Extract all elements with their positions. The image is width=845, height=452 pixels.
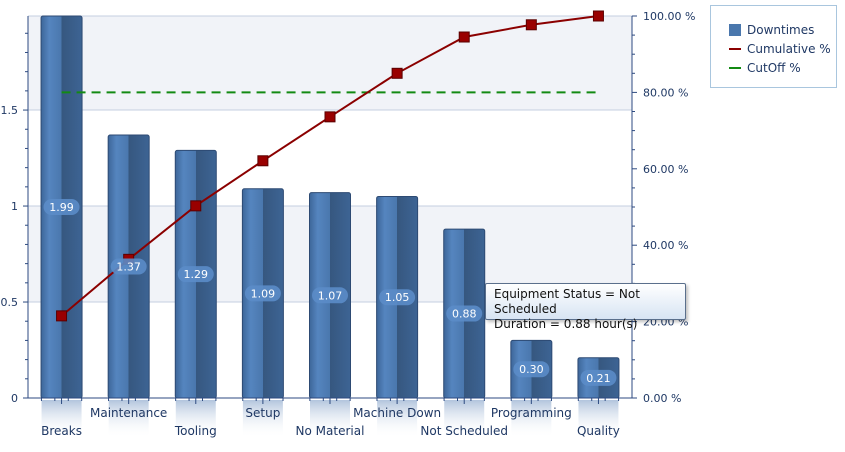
bar-reflection xyxy=(242,400,283,438)
x-tick-label: No Material xyxy=(296,424,365,438)
data-label: 1.07 xyxy=(318,289,343,302)
data-label: 1.29 xyxy=(184,268,209,281)
data-label-bg xyxy=(244,285,281,302)
data-label-bg xyxy=(312,287,348,304)
bar-reflection xyxy=(108,400,149,438)
grid-band xyxy=(28,16,632,111)
x-tick-label: Maintenance xyxy=(90,406,167,420)
legend: Downtimes Cumulative % CutOff % xyxy=(710,5,837,88)
data-label: 1.37 xyxy=(116,261,141,274)
y2-tick-label: 80.00 % xyxy=(643,86,688,99)
y2-tick-label: 100.00 % xyxy=(643,10,695,23)
data-label-bg xyxy=(446,305,483,322)
legend-label: Downtimes xyxy=(747,22,815,37)
data-label: 1.05 xyxy=(385,291,410,304)
x-tick-label: Setup xyxy=(245,406,280,420)
legend-label: Cumulative % xyxy=(747,41,831,56)
bar-reflection xyxy=(377,400,418,438)
data-label-bg xyxy=(177,266,214,283)
data-label: 1.09 xyxy=(251,287,276,300)
cumulative-point xyxy=(190,200,202,212)
legend-swatch xyxy=(729,47,741,50)
data-label-bg xyxy=(580,369,617,386)
cumulative-point xyxy=(458,31,470,43)
y-tick-label: 1.5 xyxy=(1,104,19,117)
bar-reflection xyxy=(175,400,216,438)
bar-reflection xyxy=(41,400,82,438)
x-tick-label: Breaks xyxy=(41,424,82,438)
y-tick-label: 0.5 xyxy=(1,296,19,309)
data-label-bg xyxy=(43,199,80,215)
data-label: 0.21 xyxy=(586,372,611,385)
bar-reflection xyxy=(444,400,485,438)
tooltip-line: Duration = 0.88 hour(s) xyxy=(494,317,638,331)
data-label: 1.99 xyxy=(49,201,74,214)
cumulative-point xyxy=(257,155,269,167)
data-label: 0.88 xyxy=(452,308,477,321)
y2-tick-label: 60.00 % xyxy=(643,163,688,176)
cumulative-point xyxy=(592,10,604,22)
legend-item-cumulative: Cumulative % xyxy=(729,39,836,58)
x-tick-label: Quality xyxy=(577,424,620,438)
cumulative-point xyxy=(525,19,537,31)
tooltip: Equipment Status = Not Scheduled Duratio… xyxy=(485,283,686,331)
x-tick-label: Not Scheduled xyxy=(420,424,508,438)
data-label-bg xyxy=(110,258,147,275)
legend-item-cutoff: CutOff % xyxy=(729,58,836,77)
cumulative-point xyxy=(324,111,336,123)
data-label-bg xyxy=(513,361,550,378)
y2-tick-label: 0.00 % xyxy=(643,392,681,405)
legend-swatch xyxy=(729,66,741,69)
legend-item-downtimes: Downtimes xyxy=(729,20,836,39)
bar-reflection xyxy=(310,400,350,438)
y-tick-label: 0 xyxy=(11,392,18,405)
bar-reflection xyxy=(578,400,619,438)
data-label-bg xyxy=(379,289,416,306)
x-tick-label: Programming xyxy=(491,406,572,420)
x-tick-label: Machine Down xyxy=(353,406,441,420)
bar-reflection xyxy=(511,400,552,438)
data-label: 0.30 xyxy=(519,363,544,376)
cumulative-point xyxy=(56,310,68,322)
y2-tick-label: 40.00 % xyxy=(643,239,688,252)
cumulative-point xyxy=(391,67,403,79)
y-tick-label: 1 xyxy=(11,200,18,213)
x-tick-label: Tooling xyxy=(174,424,217,438)
tooltip-line: Equipment Status = Not Scheduled xyxy=(494,287,640,316)
legend-label: CutOff % xyxy=(747,60,801,75)
legend-swatch xyxy=(729,23,741,36)
